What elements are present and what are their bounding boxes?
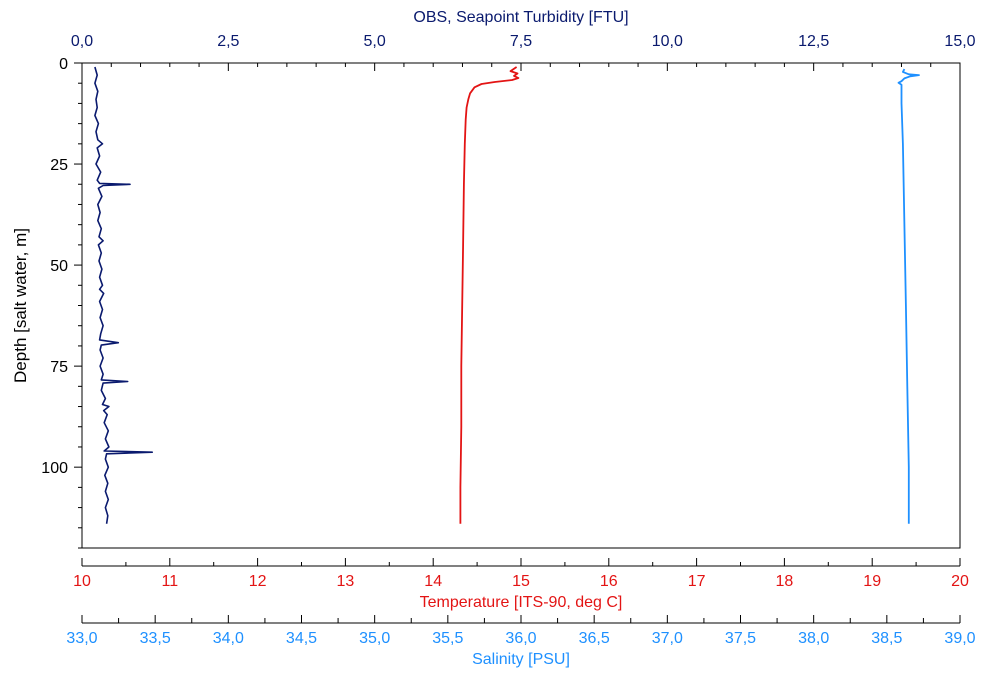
depth-tick-label: 100 — [41, 460, 68, 477]
series-group — [94, 66, 920, 524]
temperature-tick-label: 19 — [863, 573, 881, 590]
depth-tick-label: 0 — [59, 56, 68, 73]
salinity-tick-label: 35,5 — [432, 630, 463, 647]
turbidity-profile-line — [94, 66, 153, 524]
turbidity-tick-label: 0,0 — [71, 33, 93, 50]
temperature-profile-line — [459, 66, 520, 524]
temperature-tick-label: 16 — [600, 573, 618, 590]
depth-tick-label: 75 — [50, 359, 68, 376]
temperature-tick-label: 15 — [512, 573, 530, 590]
salinity-tick-label: 34,0 — [213, 630, 244, 647]
salinity-tick-label: 33,5 — [140, 630, 171, 647]
salinity-tick-label: 37,5 — [725, 630, 756, 647]
temperature-tick-label: 17 — [688, 573, 706, 590]
temperature-axis-label: Temperature [ITS-90, deg C] — [420, 594, 623, 611]
turbidity-tick-label: 2,5 — [217, 33, 239, 50]
salinity-tick-label: 38,0 — [798, 630, 829, 647]
temperature-tick-label: 12 — [249, 573, 267, 590]
salinity-tick-label: 38,5 — [871, 630, 902, 647]
temperature-tick-label: 13 — [337, 573, 355, 590]
salinity-profile-line — [897, 68, 920, 524]
depth-tick-label: 25 — [50, 157, 68, 174]
temperature-tick-label: 11 — [161, 573, 178, 590]
plot-frame — [81, 62, 961, 549]
temperature-tick-label: 10 — [73, 573, 91, 590]
axes-group: 0 25 50 75 100 0,0 2,5 5,0 7,5 10,0 12,5 15,0 10 11 12… — [41, 33, 975, 647]
salinity-tick-label: 34,5 — [286, 630, 317, 647]
salinity-axis-label: Salinity [PSU] — [472, 651, 570, 668]
depth-tick-label: 50 — [50, 258, 68, 275]
turbidity-tick-label: 5,0 — [364, 33, 386, 50]
salinity-tick-label: 37,0 — [652, 630, 683, 647]
salinity-tick-label: 35,0 — [359, 630, 390, 647]
turbidity-axis-label: OBS, Seapoint Turbidity [FTU] — [413, 9, 628, 26]
temperature-tick-label: 14 — [424, 573, 442, 590]
temperature-tick-label: 18 — [776, 573, 794, 590]
temperature-tick-label: 20 — [951, 573, 969, 590]
turbidity-tick-label: 10,0 — [652, 33, 683, 50]
turbidity-tick-label: 15,0 — [944, 33, 975, 50]
salinity-tick-label: 36,5 — [579, 630, 610, 647]
depth-axis-label: Depth [salt water, m] — [11, 228, 30, 383]
salinity-tick-label: 36,0 — [505, 630, 536, 647]
salinity-tick-label: 33,0 — [66, 630, 97, 647]
turbidity-tick-label: 12,5 — [798, 33, 829, 50]
turbidity-tick-label: 7,5 — [510, 33, 532, 50]
salinity-tick-label: 39,0 — [944, 630, 975, 647]
